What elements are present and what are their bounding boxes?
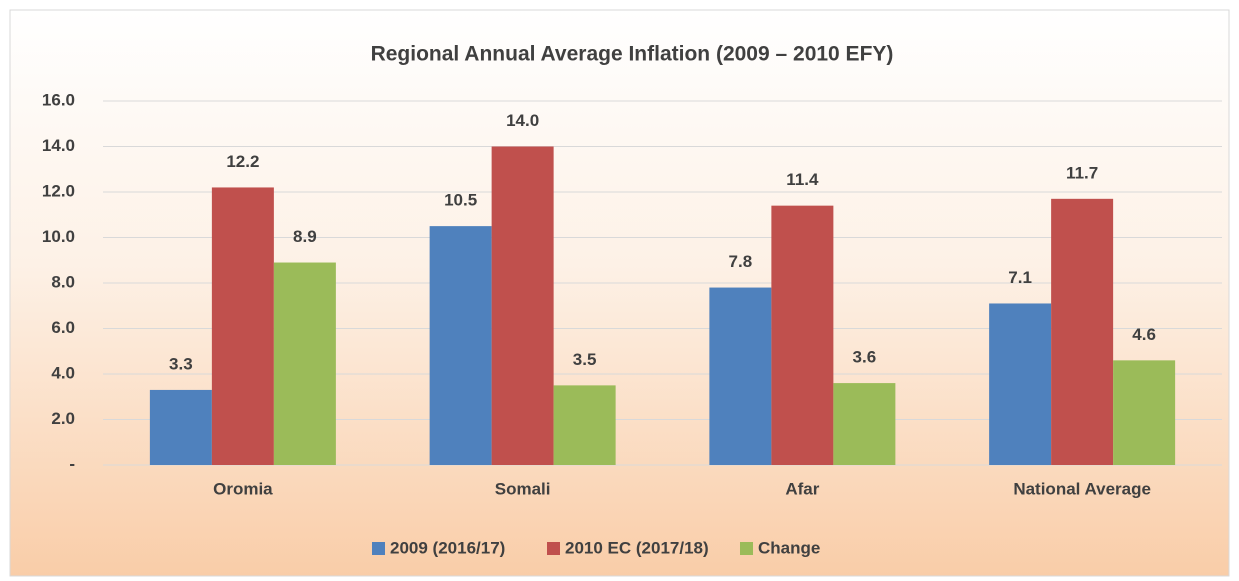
data-label: 11.4: [786, 170, 819, 189]
data-label: 3.6: [853, 348, 877, 367]
data-label: 8.9: [293, 227, 317, 246]
data-label: 3.3: [169, 354, 193, 373]
bar: [709, 287, 772, 465]
bar: [771, 205, 834, 465]
legend-label: Change: [758, 538, 820, 557]
x-tick-label: Somali: [495, 479, 551, 498]
data-label: 14.0: [506, 111, 539, 130]
data-label: 7.8: [729, 252, 753, 271]
data-label: 10.5: [444, 191, 477, 210]
y-tick-label: 12.0: [42, 181, 75, 200]
y-tick-label: 2.0: [51, 409, 75, 428]
bar: [833, 383, 896, 465]
legend-swatch: [740, 542, 753, 555]
y-tick-label: 14.0: [42, 136, 75, 155]
bar: [211, 187, 274, 465]
bar: [491, 146, 554, 465]
data-label: 12.2: [226, 152, 259, 171]
bar: [553, 385, 616, 465]
bar: [1051, 198, 1114, 465]
y-tick-label: 4.0: [51, 363, 75, 382]
data-label: 3.5: [573, 350, 597, 369]
data-label: 11.7: [1066, 163, 1098, 182]
bar: [989, 303, 1052, 465]
y-tick-label: 8.0: [51, 272, 75, 291]
data-label: 7.1: [1008, 268, 1032, 287]
legend-label: 2009 (2016/17): [390, 538, 505, 557]
bar: [429, 226, 492, 465]
x-tick-label: Oromia: [213, 479, 273, 498]
bar: [149, 389, 212, 465]
data-label: 4.6: [1132, 325, 1156, 344]
legend-swatch: [372, 542, 385, 555]
x-tick-label: Afar: [785, 479, 819, 498]
legend-label: 2010 EC (2017/18): [565, 538, 709, 557]
bar: [1113, 360, 1176, 465]
y-tick-label: 16.0: [42, 90, 75, 109]
y-tick-label: 10.0: [42, 227, 75, 246]
legend-swatch: [547, 542, 560, 555]
y-tick-label: -: [69, 454, 75, 473]
x-tick-label: National Average: [1013, 479, 1151, 498]
bar: [273, 262, 336, 465]
chart-title: Regional Annual Average Inflation (2009 …: [371, 43, 894, 66]
y-tick-label: 6.0: [51, 318, 75, 337]
